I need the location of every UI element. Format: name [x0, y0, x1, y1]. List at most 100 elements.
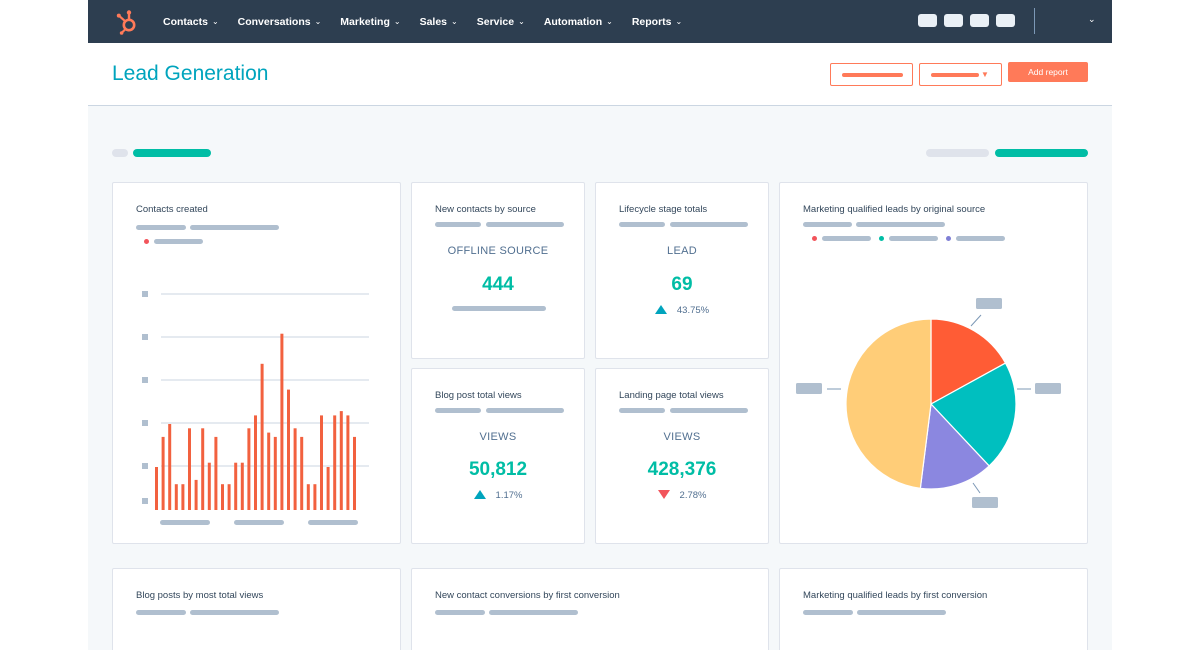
subtitle-placeholder [435, 222, 481, 227]
subtitle-placeholder [670, 222, 748, 227]
bar [267, 432, 271, 510]
bar [201, 428, 205, 510]
button-label-placeholder [842, 73, 903, 77]
subtitle-placeholder [190, 225, 279, 230]
nav-item-conversations[interactable]: Conversations ⌄ [238, 16, 322, 28]
bar [273, 436, 277, 510]
notifications-icon[interactable] [996, 14, 1015, 27]
new-contact-conversions-card[interactable]: New contact conversions by first convers… [411, 568, 769, 650]
card-title: New contacts by source [435, 204, 536, 215]
bar [174, 484, 178, 510]
filter-pill[interactable] [133, 149, 211, 157]
kpi-footer-placeholder [452, 306, 546, 311]
leader-line [970, 314, 982, 327]
chevron-down-icon: ⌄ [451, 17, 458, 26]
kpi-change: 43.75% [596, 305, 768, 316]
bar [247, 428, 251, 510]
bar [339, 411, 343, 510]
nav-item-service[interactable]: Service ⌄ [477, 16, 525, 28]
nav-item-contacts[interactable]: Contacts ⌄ [163, 16, 219, 28]
dashboard-select-dropdown[interactable]: ▼ [919, 63, 1002, 86]
mql-by-original-source-card[interactable]: Marketing qualified leads by original so… [779, 182, 1088, 544]
bar [207, 462, 211, 510]
new-contacts-by-source-card[interactable]: New contacts by source OFFLINE SOURCE 44… [411, 182, 585, 359]
subtitle-placeholder [856, 222, 945, 227]
kpi-label: VIEWS [663, 431, 701, 443]
bar [346, 415, 350, 510]
chevron-down-icon: ⌄ [314, 17, 322, 26]
chevron-down-icon: ⌄ [606, 17, 613, 26]
y-tick-placeholder [142, 463, 148, 469]
dashboard-actions-button[interactable] [830, 63, 913, 86]
kpi-value: 69 [671, 274, 693, 295]
contacts-bar-chart [142, 291, 369, 525]
landing-page-total-views-card[interactable]: Landing page total views VIEWS 428,376 2… [595, 368, 769, 544]
trend-up-icon [654, 305, 667, 314]
bar [280, 333, 284, 510]
pie-slice [930, 362, 1017, 467]
kpi-change-value: 43.75% [676, 305, 710, 316]
card-title: Marketing qualified leads by first conve… [803, 590, 988, 601]
subtitle-placeholder [486, 222, 564, 227]
subtitle-placeholder [489, 610, 578, 615]
slice-label-placeholder [1035, 383, 1061, 394]
bar [221, 484, 224, 510]
nav-item-label: Conversations [237, 15, 311, 28]
nav-menu: Contacts ⌄ Conversations ⌄ Marketing ⌄ Sales ⌄ S… [163, 0, 701, 43]
bar [333, 415, 337, 510]
bar [227, 484, 231, 510]
subtitle-placeholder [857, 610, 946, 615]
nav-item-label: Reports [631, 15, 672, 28]
settings-icon[interactable] [970, 14, 989, 27]
slice-label-placeholder [976, 298, 1002, 309]
bar [287, 389, 290, 510]
bar [240, 462, 244, 510]
chevron-down-icon: ⌄ [518, 17, 525, 26]
app-window: Contacts ⌄ Conversations ⌄ Marketing ⌄ Sales ⌄ S… [88, 0, 1112, 650]
nav-item-label: Sales [419, 15, 448, 28]
card-title: Blog post total views [435, 390, 522, 401]
search-icon[interactable] [918, 14, 937, 27]
add-report-button[interactable]: Add report [1008, 62, 1088, 82]
bar [214, 436, 218, 510]
subtitle-placeholder [803, 222, 852, 227]
filter-placeholder [112, 149, 128, 157]
card-title: Marketing qualified leads by original so… [803, 204, 986, 215]
x-tick-placeholder [160, 520, 210, 525]
bar [194, 479, 198, 510]
mql-by-first-conversion-card[interactable]: Marketing qualified leads by first conve… [779, 568, 1088, 650]
subtitle-placeholder [670, 408, 748, 413]
kpi-value: 50,812 [468, 459, 528, 480]
kpi-change-value: 2.78% [679, 490, 707, 501]
account-menu-chevron-icon[interactable]: ⌄ [1088, 14, 1096, 24]
bar [313, 484, 317, 510]
date-range-pill[interactable] [995, 149, 1088, 157]
nav-item-marketing[interactable]: Marketing ⌄ [340, 16, 400, 28]
contacts-created-card[interactable]: Contacts created [112, 182, 401, 544]
nav-item-sales[interactable]: Sales ⌄ [420, 16, 458, 28]
nav-item-reports[interactable]: Reports ⌄ [632, 16, 682, 28]
slice-label-placeholder [972, 497, 998, 508]
blog-post-total-views-card[interactable]: Blog post total views VIEWS 50,812 1.17% [411, 368, 585, 544]
chevron-down-icon: ⌄ [393, 17, 401, 26]
kpi-change: 2.78% [596, 490, 768, 501]
lifecycle-stage-totals-card[interactable]: Lifecycle stage totals LEAD 69 43.75% [595, 182, 769, 359]
kpi-change-value: 1.17% [495, 490, 523, 501]
legend-label-placeholder [822, 236, 871, 241]
nav-item-automation[interactable]: Automation ⌄ [544, 16, 613, 28]
marketplace-icon[interactable] [944, 14, 963, 27]
hubspot-logo-icon[interactable] [114, 8, 142, 36]
bar [320, 415, 323, 510]
card-title: Blog posts by most total views [136, 590, 264, 601]
subtitle-placeholder [803, 610, 853, 615]
chevron-down-icon: ⌄ [675, 17, 683, 26]
legend-dot [144, 239, 149, 244]
page-header: Lead Generation ▼ Add report [88, 43, 1112, 106]
legend-dot [879, 236, 884, 241]
bar [326, 467, 330, 510]
subtitle-placeholder [619, 222, 665, 227]
card-title: Lifecycle stage totals [619, 204, 708, 215]
blog-posts-by-most-views-card[interactable]: Blog posts by most total views [112, 568, 401, 650]
kpi-label: LEAD [667, 245, 697, 257]
card-title: New contact conversions by first convers… [435, 590, 620, 601]
